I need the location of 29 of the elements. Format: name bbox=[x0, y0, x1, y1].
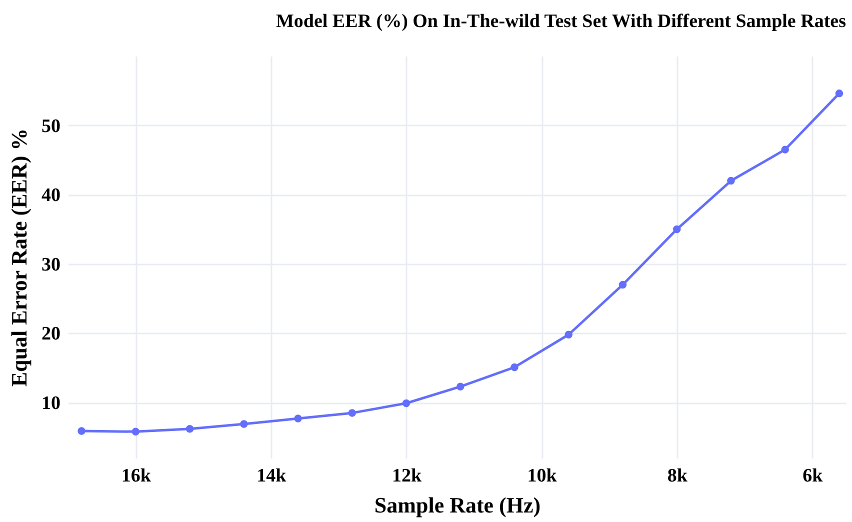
x-tick-label: 16k bbox=[121, 466, 152, 486]
point bbox=[672, 225, 681, 234]
x-axis-title: Sample Rate (Hz) bbox=[374, 492, 541, 518]
chart-title: Model EER (%) On In-The-wild Test Set With Different Sample Rates bbox=[276, 11, 846, 32]
x-tick-label: 12k bbox=[392, 466, 422, 486]
point bbox=[835, 90, 844, 98]
point bbox=[132, 428, 140, 436]
y-axis-title: Equal Error Rate (EER) % bbox=[6, 128, 32, 387]
point bbox=[78, 427, 86, 435]
point bbox=[618, 280, 627, 289]
point bbox=[402, 399, 410, 408]
x-tick-label: 14k bbox=[256, 466, 287, 486]
point bbox=[727, 176, 735, 185]
y-tick-label: 40 bbox=[42, 185, 60, 206]
x-tick-label: 8k bbox=[667, 466, 688, 486]
y-tick-label: 10 bbox=[42, 393, 60, 414]
x-tick-label: 6k bbox=[802, 466, 824, 486]
point bbox=[564, 330, 572, 338]
point bbox=[456, 382, 464, 390]
y-tick-label: 30 bbox=[42, 254, 60, 276]
point bbox=[294, 414, 302, 422]
point bbox=[781, 146, 789, 154]
point bbox=[510, 363, 518, 372]
y-tick-label: 50 bbox=[42, 116, 60, 137]
point bbox=[348, 409, 356, 417]
y-tick-label: 20 bbox=[42, 324, 60, 345]
point bbox=[240, 420, 248, 428]
x-tick-label: 10k bbox=[527, 466, 558, 486]
point bbox=[186, 425, 194, 433]
